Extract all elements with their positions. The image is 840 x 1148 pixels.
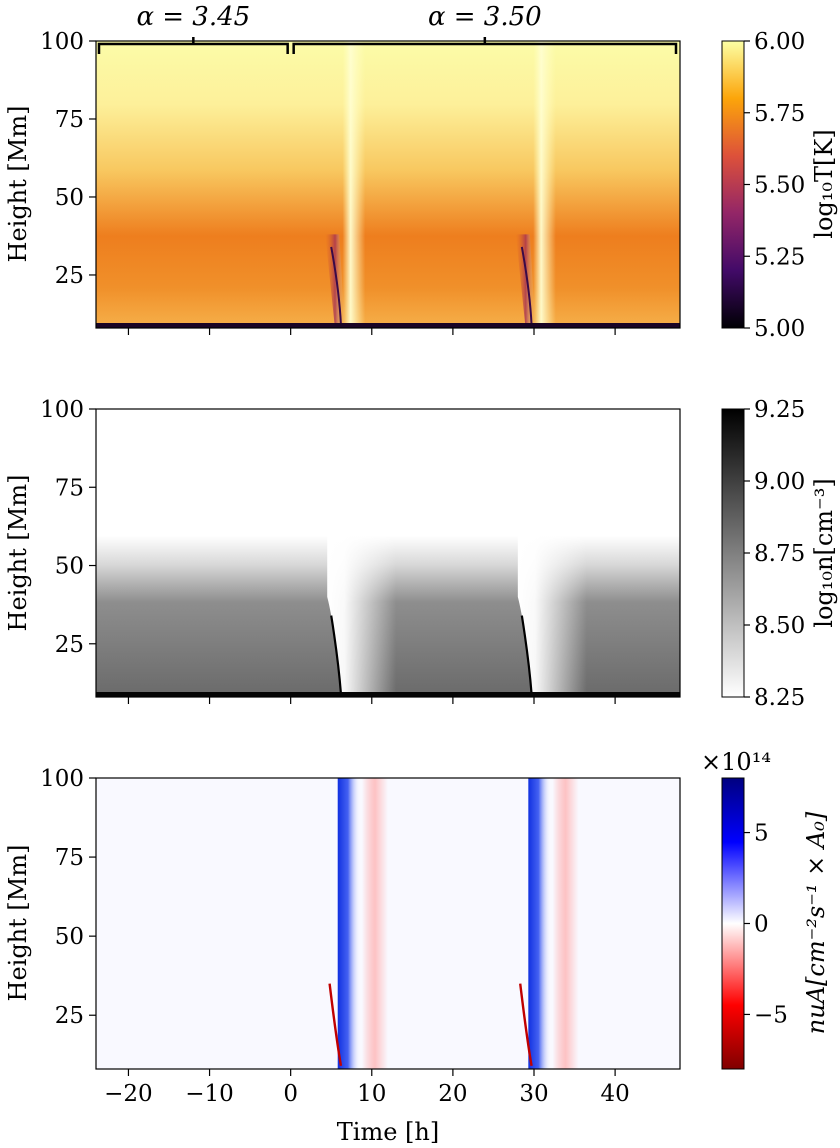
y-tick-label: 100 — [40, 397, 84, 423]
y-tick-label: 25 — [55, 632, 84, 658]
flux-axes-frame — [95, 777, 681, 1070]
density-panel: 25 50 75 100 Height [Mm] 8.25 8.50 8.75 9.00 9.… — [4, 397, 838, 711]
x-tick-label: 30 — [519, 1081, 548, 1107]
density-heatmap — [96, 409, 680, 697]
flux-ylabel: Height [Mm] — [4, 845, 32, 1002]
y-tick-label: 75 — [55, 107, 84, 133]
x-tick-label: 20 — [438, 1081, 467, 1107]
alpha-bracket — [97, 37, 289, 54]
condensation-track — [330, 246, 342, 325]
density-evacuation — [327, 496, 397, 697]
colorbar-tick-label: 5.75 — [754, 101, 805, 127]
temperature-colorbar-label: log₁₀T[K] — [810, 129, 838, 238]
flux-xlabel: Time [h] — [337, 1118, 439, 1146]
y-tick-label: 75 — [55, 475, 84, 501]
y-tick-label: 25 — [55, 263, 84, 289]
flux-colorbar-label: nuA[cm⁻²s⁻¹ × A₀] — [802, 811, 830, 1034]
temperature-x-ticks — [127, 328, 616, 335]
condensation-track — [330, 615, 343, 694]
y-tick-label: 100 — [40, 29, 84, 55]
condensation-track — [328, 983, 343, 1067]
density-colorbar: 8.25 8.50 8.75 9.00 9.25 log₁₀n[cm⁻³] — [721, 397, 838, 711]
y-tick-label: 50 — [55, 185, 84, 211]
condensation-track — [520, 246, 533, 325]
y-tick-label: 50 — [55, 554, 84, 580]
colorbar-tick-label: 9.25 — [754, 397, 805, 423]
colorbar-tick-label: 9.00 — [754, 469, 805, 495]
alpha-bracket — [292, 37, 678, 54]
alpha-annotations: α = 3.45 α = 3.50 — [97, 2, 678, 54]
temperature-y-ticks: 25 50 75 100 — [40, 29, 96, 289]
colorbar-tick-label: 8.75 — [754, 541, 805, 567]
colorbar-tick-label: 8.50 — [754, 613, 805, 639]
flux-y-ticks: 25 50 75 100 — [40, 766, 96, 1029]
alpha-label: α = 3.45 — [136, 2, 250, 32]
colorbar-tick-label: 0 — [754, 912, 769, 938]
density-y-ticks: 25 50 75 100 — [40, 397, 96, 658]
upflow-band — [337, 778, 361, 1069]
y-tick-label: 100 — [40, 766, 84, 792]
x-tick-label: 40 — [600, 1081, 629, 1107]
downflow-band — [552, 778, 579, 1069]
y-tick-label: 25 — [55, 1003, 84, 1029]
colorbar-tick-label: 5.25 — [754, 244, 805, 270]
upflow-band — [528, 778, 552, 1069]
density-ylabel: Height [Mm] — [4, 475, 32, 632]
condensation-track — [519, 983, 533, 1067]
x-tick-label: 0 — [283, 1081, 298, 1107]
colorbar-tick-label: 8.25 — [754, 685, 805, 711]
downflow-band — [362, 778, 388, 1069]
temperature-panel: 25 50 75 100 Height [Mm] α = 3.45 α = 3.50 5… — [4, 2, 838, 342]
colorbar-tick-label: 6.00 — [754, 29, 805, 55]
colorbar-tick-label: 5 — [754, 821, 769, 847]
density-axes-frame — [95, 408, 681, 698]
reheating-column — [342, 41, 366, 328]
density-evacuation — [517, 496, 587, 697]
flux-colorbar-multiplier: ×10¹⁴ — [701, 748, 771, 776]
colorbar-tick-label: −5 — [754, 1002, 788, 1028]
flux-colorbar: −5 0 5 ×10¹⁴ nuA[cm⁻²s⁻¹ × A₀] — [701, 748, 830, 1070]
flux-heatmap — [96, 778, 680, 1069]
x-tick-label: −10 — [185, 1081, 234, 1107]
colorbar-tick-label: 5.50 — [754, 173, 805, 199]
flux-x-ticks: −20 −10 0 10 20 30 40 — [104, 1069, 630, 1107]
x-tick-label: 10 — [357, 1081, 386, 1107]
density-x-ticks — [127, 697, 616, 704]
temperature-heatmap — [96, 41, 680, 328]
temperature-axes-frame — [95, 40, 681, 329]
y-tick-label: 50 — [55, 924, 84, 950]
temperature-ylabel: Height [Mm] — [4, 106, 32, 263]
reheating-column — [533, 41, 556, 328]
alpha-label: α = 3.50 — [428, 2, 542, 32]
condensation-track — [520, 615, 533, 694]
x-tick-label: −20 — [104, 1081, 153, 1107]
temperature-colorbar: 5.00 5.25 5.50 5.75 6.00 log₁₀T[K] — [721, 29, 838, 342]
colorbar-tick-label: 5.00 — [754, 316, 805, 342]
density-colorbar-label: log₁₀n[cm⁻³] — [810, 478, 838, 627]
y-tick-label: 75 — [55, 845, 84, 871]
